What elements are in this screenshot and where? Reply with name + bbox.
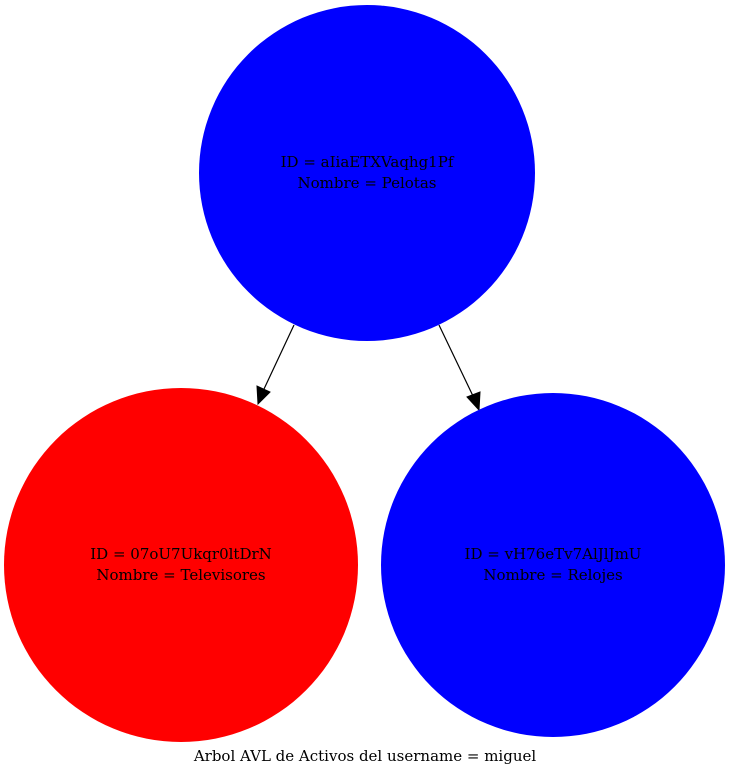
- tree-node-left[interactable]: ID = 07oU7Ukqr0ltDrN Nombre = Televisore…: [4, 388, 358, 742]
- tree-node-right-name: Nombre = Relojes: [483, 566, 622, 584]
- tree-node-root[interactable]: ID = aIiaETXVaqhg1Pf Nombre = Pelotas: [199, 5, 535, 341]
- tree-node-left-name: Nombre = Televisores: [96, 566, 265, 584]
- edge-root-left: [256, 324, 295, 406]
- edge-root-left-line: [263, 324, 295, 390]
- edge-root-left-arrowhead: [256, 385, 271, 406]
- tree-node-right[interactable]: ID = vH76eTv7AlJlJmU Nombre = Relojes: [381, 393, 725, 737]
- edges: [256, 324, 481, 412]
- tree-node-left-circle: [4, 388, 358, 742]
- tree-node-root-name: Nombre = Pelotas: [298, 174, 437, 192]
- tree-node-root-circle: [199, 5, 535, 341]
- tree-node-root-id: ID = aIiaETXVaqhg1Pf: [281, 153, 455, 171]
- diagram-caption: Arbol AVL de Activos del username = migu…: [193, 747, 537, 765]
- tree-node-right-id: ID = vH76eTv7AlJlJmU: [465, 545, 642, 563]
- edge-root-right-arrowhead: [466, 391, 481, 412]
- tree-node-left-id: ID = 07oU7Ukqr0ltDrN: [90, 545, 272, 563]
- edge-root-right: [438, 324, 481, 412]
- edge-root-right-line: [438, 324, 474, 397]
- tree-node-right-circle: [381, 393, 725, 737]
